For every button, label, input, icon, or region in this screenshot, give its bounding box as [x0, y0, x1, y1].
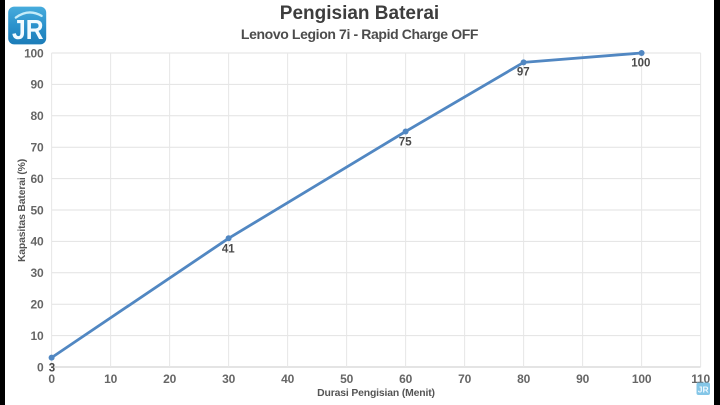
svg-text:75: 75	[399, 137, 412, 149]
svg-text:50: 50	[340, 372, 353, 386]
svg-text:50: 50	[31, 203, 44, 217]
svg-text:80: 80	[31, 109, 44, 123]
svg-text:110: 110	[691, 372, 710, 386]
svg-text:JR: JR	[698, 384, 709, 394]
svg-text:30: 30	[31, 266, 44, 280]
svg-text:60: 60	[399, 372, 412, 386]
svg-text:41: 41	[222, 243, 235, 255]
svg-text:40: 40	[281, 372, 294, 386]
svg-text:60: 60	[31, 172, 44, 186]
svg-text:0: 0	[48, 372, 55, 386]
svg-text:100: 100	[24, 46, 44, 60]
svg-text:10: 10	[104, 372, 117, 386]
svg-text:70: 70	[31, 141, 44, 155]
svg-text:40: 40	[31, 235, 44, 249]
svg-text:Kapasitas Baterai (%): Kapasitas Baterai (%)	[17, 159, 28, 262]
svg-text:0: 0	[37, 360, 44, 374]
svg-text:100: 100	[632, 372, 652, 386]
svg-text:80: 80	[517, 372, 530, 386]
svg-text:3: 3	[49, 363, 55, 375]
svg-text:97: 97	[517, 66, 530, 78]
svg-text:90: 90	[31, 78, 44, 92]
svg-text:70: 70	[458, 372, 471, 386]
svg-text:JR: JR	[12, 14, 44, 45]
svg-text:100: 100	[631, 58, 650, 70]
svg-text:Durasi Pengisian (Menit): Durasi Pengisian (Menit)	[317, 388, 435, 399]
svg-text:30: 30	[222, 372, 235, 386]
svg-text:90: 90	[576, 372, 589, 386]
svg-text:20: 20	[31, 298, 44, 312]
svg-text:20: 20	[163, 372, 176, 386]
svg-text:10: 10	[31, 329, 44, 343]
